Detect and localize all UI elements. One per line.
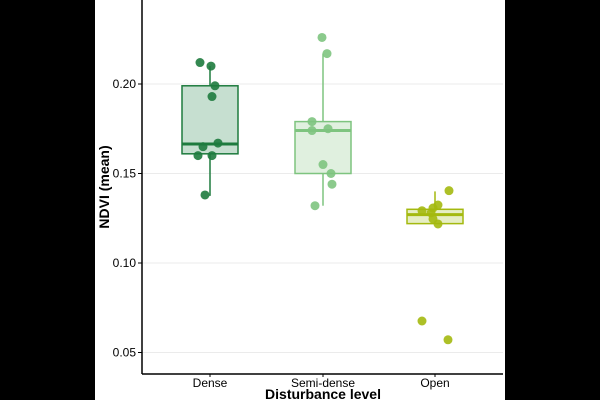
data-point — [210, 81, 220, 91]
data-point — [327, 179, 337, 189]
data-point — [310, 201, 320, 211]
y-tick-label: 0.15 — [113, 167, 137, 181]
data-point — [443, 335, 453, 345]
data-point — [200, 190, 210, 200]
x-tick-label: Dense — [193, 376, 228, 390]
data-point — [206, 61, 216, 71]
axes: 0.05 0.10 0.15 0.20 Dense Semi-dense Open — [113, 0, 503, 390]
box-semi-dense — [294, 32, 352, 211]
y-axis-label: NDVI (mean) — [96, 145, 112, 228]
data-point — [213, 138, 223, 148]
x-axis-label: Disturbance level — [265, 386, 381, 400]
x-tick-label: Open — [420, 376, 449, 390]
x-tick-label: Semi-dense — [291, 376, 355, 390]
data-point — [318, 160, 328, 170]
box-open — [406, 186, 464, 345]
data-point — [433, 219, 443, 229]
chart-panel — [95, 0, 505, 400]
box-dense — [181, 58, 239, 200]
data-point — [307, 126, 317, 136]
data-point — [207, 151, 217, 161]
data-point — [444, 186, 454, 196]
y-tick-label: 0.20 — [113, 77, 137, 91]
data-point — [307, 117, 317, 127]
y-tick-label: 0.10 — [113, 256, 137, 270]
data-point — [323, 124, 333, 134]
data-point — [417, 206, 427, 216]
data-point — [193, 151, 203, 161]
data-point — [417, 316, 427, 326]
data-point — [195, 58, 205, 68]
data-point — [198, 142, 208, 152]
y-tick-label: 0.05 — [113, 346, 137, 360]
boxes — [181, 32, 464, 345]
data-point — [317, 32, 327, 42]
data-point — [207, 92, 217, 102]
data-point — [322, 49, 332, 59]
data-point — [326, 169, 336, 178]
